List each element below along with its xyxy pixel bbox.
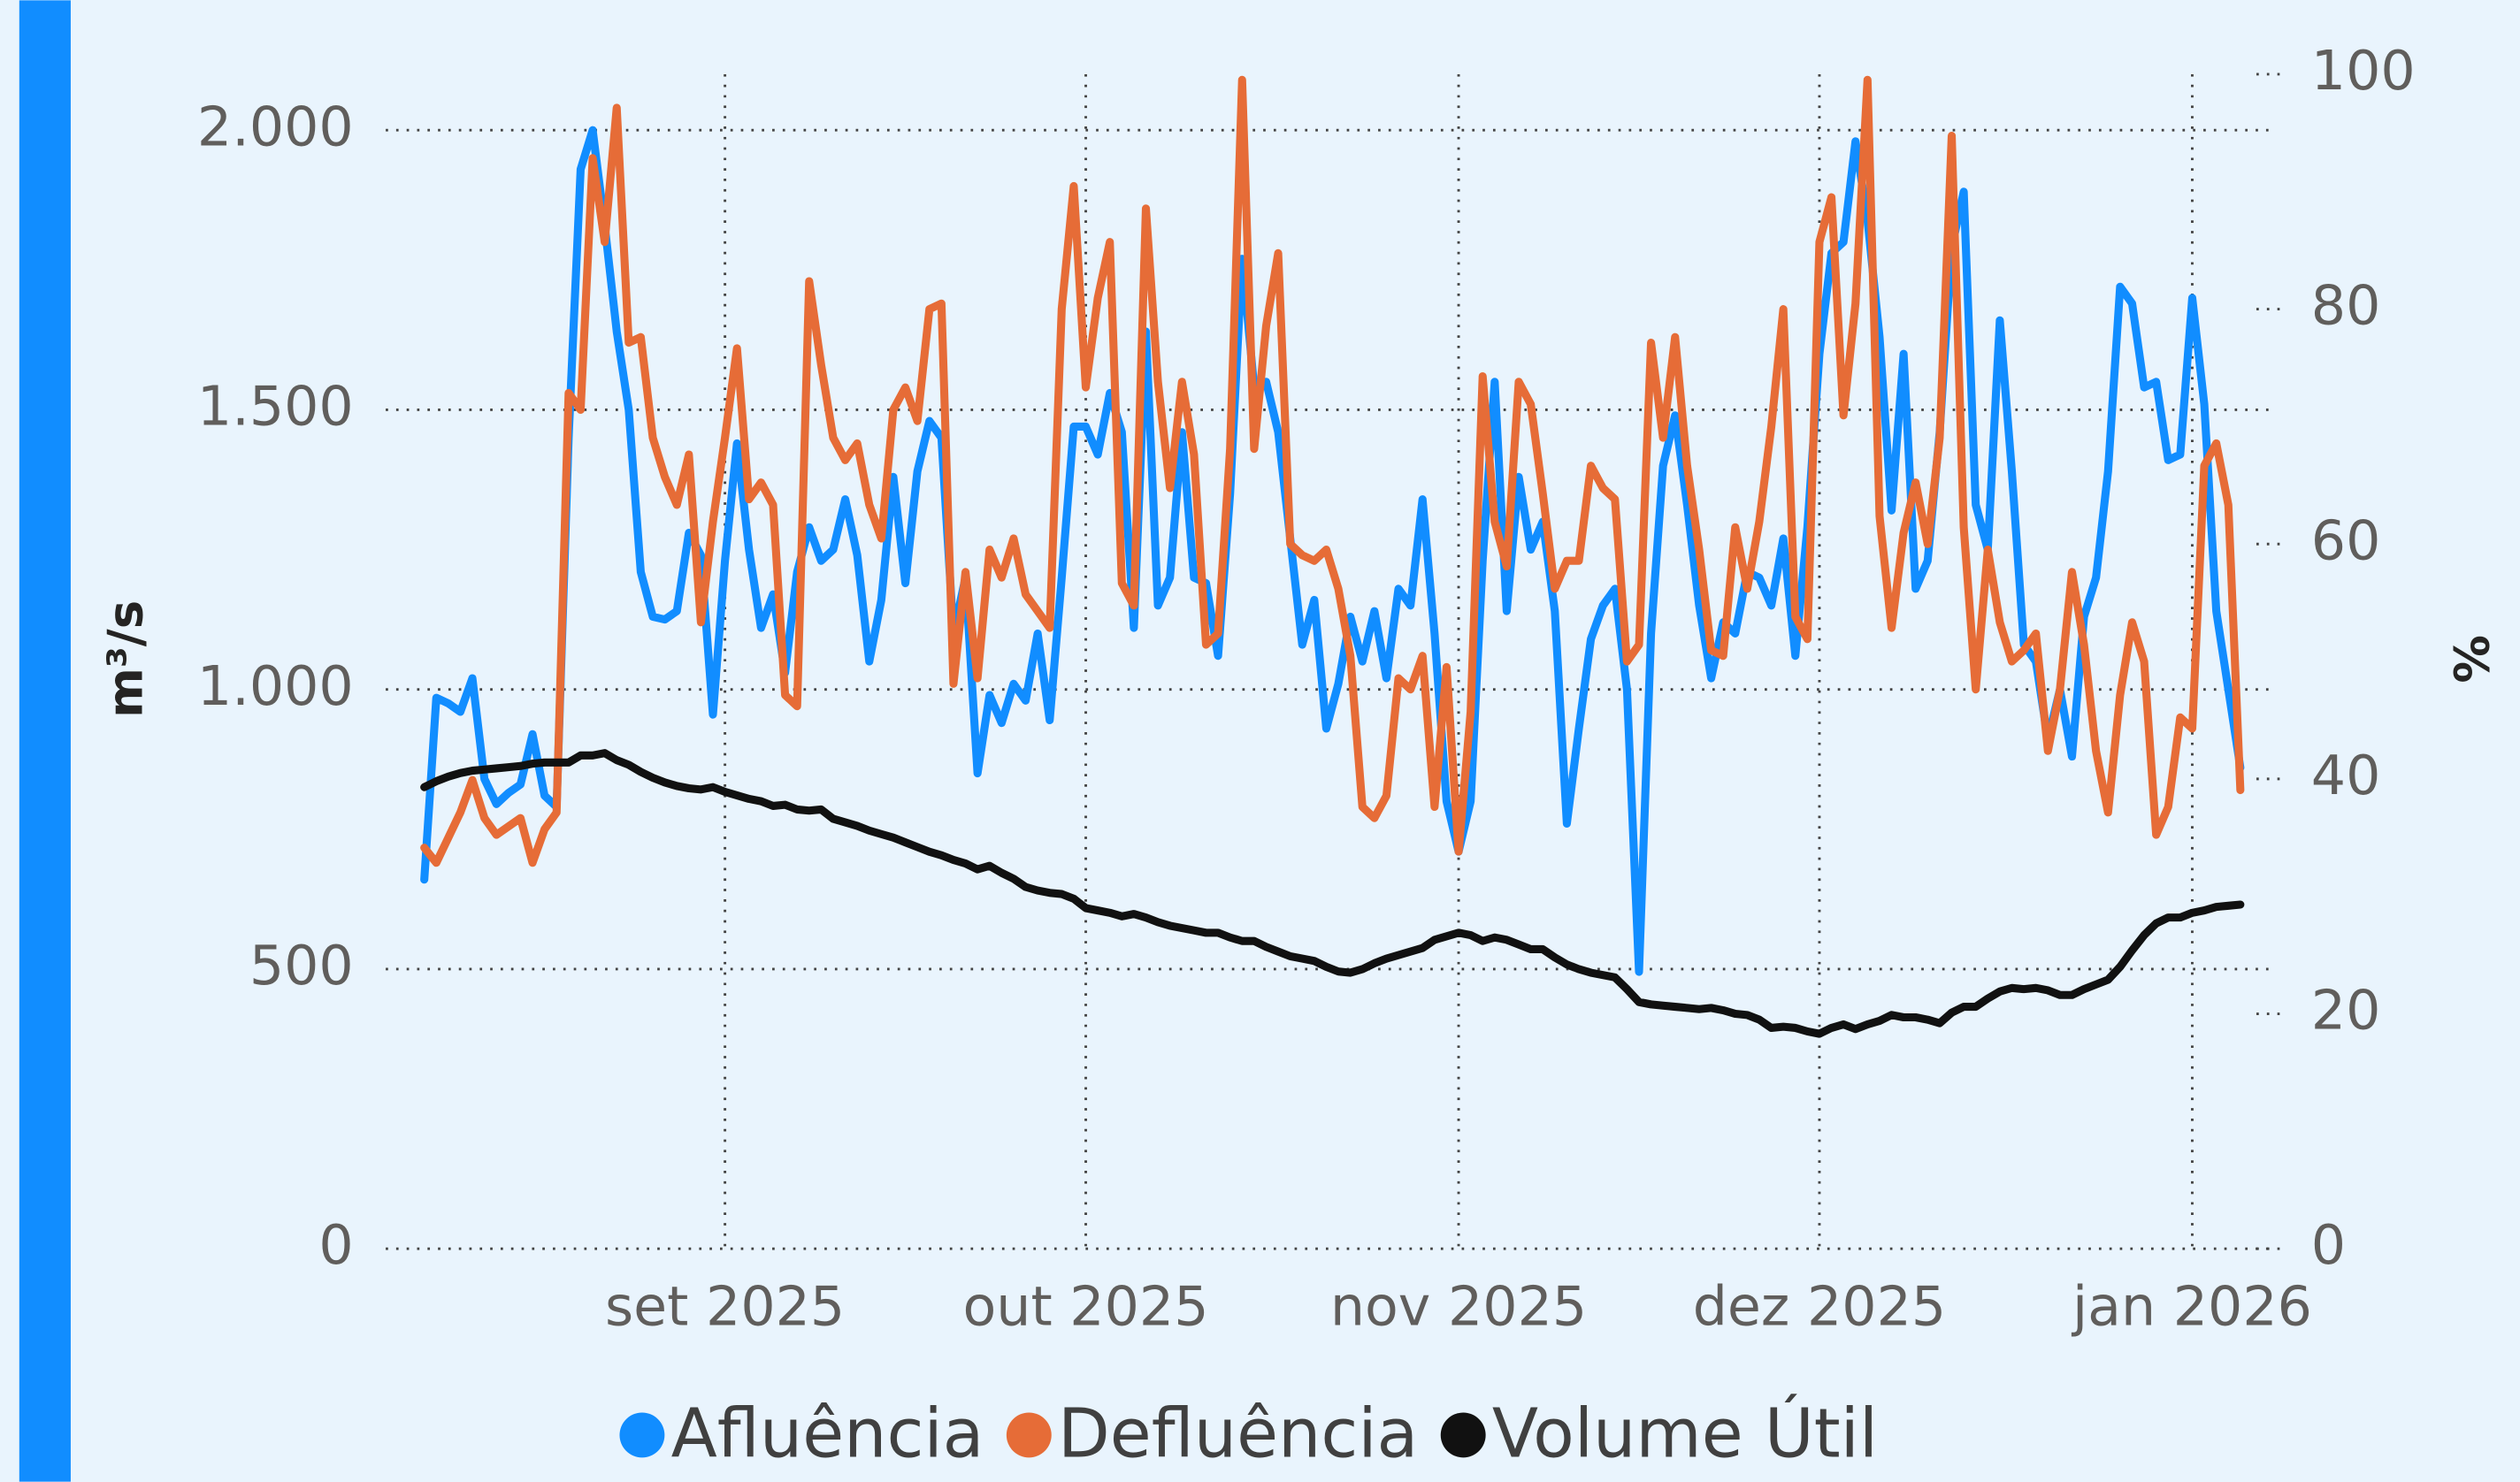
legend-label: Defluência	[1058, 1394, 1418, 1473]
y2-tick-label: 60	[2311, 508, 2381, 572]
x-tick-label: nov 2025	[1330, 1274, 1587, 1338]
y2-tick-label: 40	[2311, 744, 2381, 807]
legend-label: Volume Útil	[1492, 1394, 1878, 1473]
legend-marker	[1006, 1412, 1052, 1458]
y-tick-label: 2.000	[197, 95, 354, 158]
y-tick-label: 0	[318, 1213, 353, 1277]
y2-tick-label: 0	[2311, 1213, 2346, 1277]
y-axis-title: m³/s	[96, 600, 153, 718]
y2-tick-label: 100	[2311, 39, 2416, 103]
legend-label: Afluência	[671, 1394, 984, 1473]
y-tick-label: 1.500	[197, 375, 354, 439]
legend: Afluência Defluência Volume Útil	[619, 1394, 1878, 1473]
series-line	[420, 749, 2245, 1038]
x-tick-label: dez 2025	[1693, 1274, 1946, 1338]
legend-marker	[619, 1412, 665, 1458]
y2-axis-title: %	[2443, 635, 2500, 684]
y-tick-label: 1.000	[197, 654, 354, 718]
y2-tick-label: 80	[2311, 274, 2381, 338]
y2-tick-label: 20	[2311, 979, 2381, 1043]
accent-bar	[19, 0, 71, 1482]
y-tick-label: 500	[249, 934, 354, 997]
x-tick-label: set 2025	[605, 1274, 845, 1338]
x-tick-label: jan 2026	[2071, 1274, 2312, 1338]
legend-marker	[1440, 1412, 1486, 1458]
series-line	[420, 75, 2245, 867]
x-tick-label: out 2025	[963, 1274, 1209, 1338]
